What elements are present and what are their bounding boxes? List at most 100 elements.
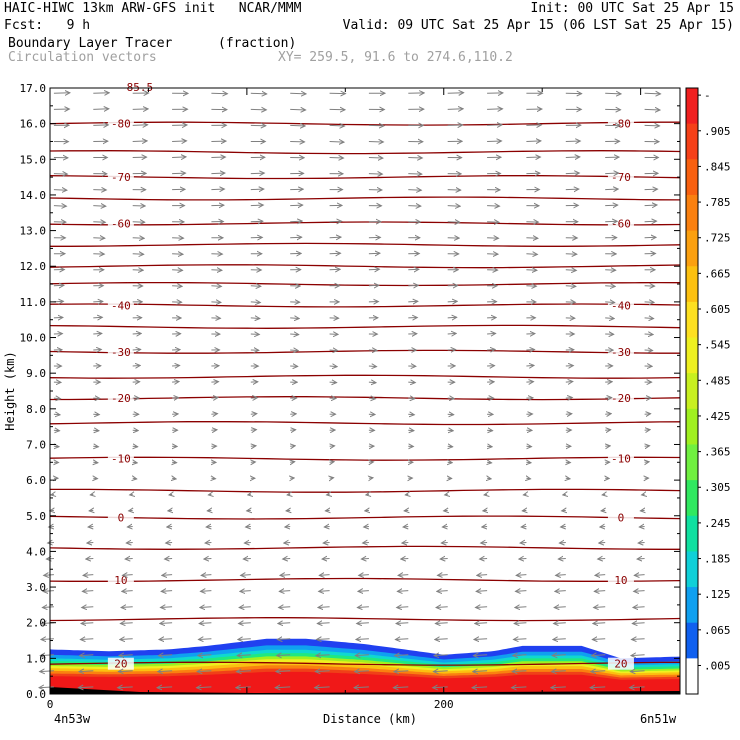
- y-tick-label: 8.0: [26, 403, 46, 416]
- wind-vector: [329, 350, 338, 351]
- wind-vector: [447, 317, 457, 318]
- isotherm-label: 10: [114, 574, 127, 587]
- wind-vector: [211, 189, 224, 190]
- wind-vector: [519, 559, 527, 560]
- wind-vector: [642, 494, 645, 495]
- isotherm-line: [49, 196, 681, 201]
- wind-vector: [40, 671, 54, 672]
- wind-vector: [474, 655, 488, 656]
- wind-vector: [132, 141, 147, 142]
- wind-vector: [211, 157, 225, 158]
- wind-vector: [172, 382, 179, 383]
- wind-vector: [639, 527, 645, 528]
- wind-vector: [605, 398, 612, 399]
- wind-vector: [279, 591, 291, 592]
- wind-vector: [278, 623, 291, 624]
- wind-vector: [515, 607, 527, 608]
- wind-vector: [330, 446, 335, 447]
- wind-vector: [599, 543, 606, 544]
- colorbar-label: .425: [704, 410, 731, 423]
- wind-vector: [408, 158, 422, 159]
- isotherm-line: [49, 150, 681, 155]
- wind-vector: [238, 639, 251, 640]
- wind-vector: [169, 494, 172, 495]
- y-tick-label: 2.0: [26, 617, 46, 630]
- wind-vector: [316, 655, 330, 656]
- isotherm-label: -60: [611, 217, 631, 230]
- wind-vector: [118, 671, 133, 672]
- wind-vector: [445, 494, 448, 495]
- wind-vector: [562, 510, 566, 511]
- wind-vector: [159, 655, 173, 656]
- wind-vector: [239, 623, 251, 624]
- wind-vector: [206, 527, 211, 528]
- wind-vector: [551, 687, 566, 688]
- wind-vector: [39, 687, 54, 688]
- isotherm-label-bg: [107, 345, 134, 358]
- wind-vector: [329, 269, 341, 270]
- x-endpoint-left: 4n53w: [54, 712, 91, 726]
- wind-vector: [159, 639, 173, 640]
- wind-vector: [565, 173, 580, 174]
- wind-vector: [123, 575, 133, 576]
- y-tick-label: 6.0: [26, 474, 46, 487]
- wind-vector: [605, 430, 611, 431]
- wind-vector: [526, 478, 530, 479]
- wind-vector: [167, 527, 173, 528]
- wind-vector: [600, 527, 606, 528]
- wind-vector: [444, 510, 448, 511]
- wind-vector: [162, 575, 173, 576]
- wind-vector: [53, 317, 63, 318]
- wind-vector: [172, 366, 180, 367]
- wind-vector: [250, 414, 257, 415]
- wind-vector: [401, 559, 409, 560]
- wind-vector: [280, 575, 291, 576]
- wind-vector: [243, 559, 251, 560]
- wind-vector: [565, 286, 576, 287]
- wind-vector: [118, 687, 133, 688]
- colorbar-label: .125: [704, 588, 731, 601]
- wind-vector: [594, 591, 606, 592]
- wind-vector: [408, 190, 421, 191]
- wind-vector: [447, 109, 463, 110]
- wind-vector: [172, 157, 186, 158]
- wind-vector: [161, 607, 173, 608]
- wind-vector: [555, 591, 566, 592]
- x-endpoint-right: 6n51w: [640, 712, 677, 726]
- wind-vector: [356, 639, 369, 640]
- wind-vector: [248, 494, 251, 495]
- wind-vector: [472, 687, 488, 688]
- wind-vector: [526, 462, 531, 463]
- wind-vector: [565, 141, 581, 142]
- wind-vector: [605, 318, 614, 319]
- wind-vector: [239, 607, 251, 608]
- wind-vector: [53, 206, 67, 207]
- wind-vector: [197, 687, 212, 688]
- wind-vector: [477, 575, 488, 576]
- wind-vector: [197, 671, 212, 672]
- wind-vector: [408, 174, 422, 175]
- wind-vector: [329, 382, 337, 383]
- wind-vector: [487, 222, 499, 223]
- wind-vector: [487, 430, 493, 431]
- y-tick-label: 5.0: [26, 510, 46, 523]
- wind-vector: [250, 221, 263, 222]
- wind-vector: [447, 190, 461, 191]
- wind-vector: [211, 398, 218, 399]
- colorbar-label: .305: [704, 481, 731, 494]
- tracer-band-9: [50, 671, 680, 694]
- isotherm-label: -10: [111, 453, 131, 466]
- wind-vector: [369, 478, 373, 479]
- wind-vector: [132, 238, 145, 239]
- isotherm-label-bg: [607, 452, 634, 465]
- wind-vector: [355, 671, 369, 672]
- wind-vector: [43, 591, 54, 592]
- wind-vector: [645, 462, 650, 463]
- wind-vector: [565, 414, 572, 415]
- wind-vector: [158, 671, 173, 672]
- colorbar-label: .665: [704, 267, 731, 280]
- wind-vector: [396, 623, 409, 624]
- isotherm-label: -70: [111, 171, 131, 184]
- x-axis-label: Distance (km): [323, 712, 417, 726]
